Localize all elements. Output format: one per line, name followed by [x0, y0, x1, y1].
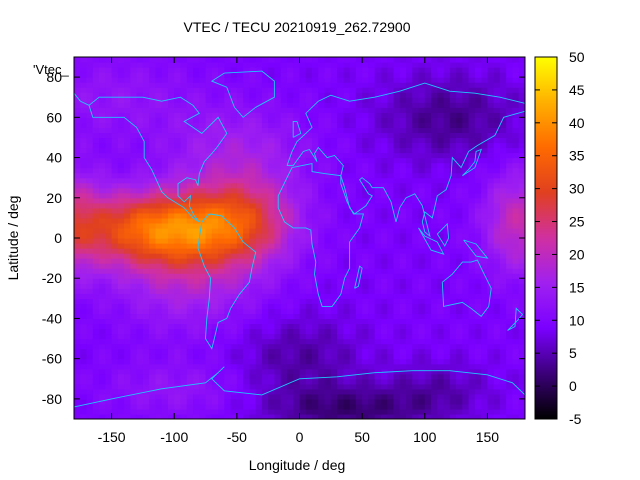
coastline-segment	[74, 366, 525, 408]
y-tick-label: -80	[42, 391, 62, 407]
x-tick-label: 50	[354, 429, 370, 445]
colorbar-tick-label: 20	[569, 246, 585, 262]
x-axis-label: Longitude / deg	[249, 457, 346, 473]
coastline-segment	[463, 239, 489, 259]
coastline-segment	[418, 227, 445, 255]
coastline-segment	[436, 222, 450, 247]
colorbar-tick-label: 35	[569, 148, 585, 164]
y-tick-label: -60	[42, 351, 62, 367]
coastline-segment	[287, 110, 525, 238]
y-tick-label: 0	[54, 230, 62, 246]
coastline-segment	[292, 120, 302, 138]
coastline-overlay	[74, 70, 525, 408]
chart-title: VTEC / TECU 20210919_262.72900	[183, 19, 410, 35]
y-tick-label: 40	[46, 150, 62, 166]
colorbar-tick-label: 40	[569, 115, 585, 131]
colorbar-tick-label: 15	[569, 279, 585, 295]
y-tick-label: 80	[46, 69, 62, 85]
coastline-segment	[441, 259, 492, 318]
coastline-segment	[210, 70, 275, 118]
x-tick-label: 150	[476, 429, 500, 445]
colorbar-tick-label: 45	[569, 82, 585, 98]
colorbar-tick-label: 30	[569, 181, 585, 197]
y-tick-label: 20	[46, 190, 62, 206]
colorbar-tick-label: 10	[569, 312, 585, 328]
coastline-segment	[286, 82, 525, 166]
y-tick-label: -40	[42, 310, 62, 326]
coastline-segment	[277, 163, 364, 307]
heatmap-layer	[74, 57, 525, 419]
colorbar-tick-label: -5	[569, 411, 582, 427]
coastline-segment	[507, 307, 524, 331]
colorbar-tick-label: 0	[569, 378, 577, 394]
colorbar-tick-label: 5	[569, 345, 577, 361]
coastline-segment	[462, 148, 482, 177]
y-axis: -80 -60 -40 -20 0 20 40 60 80	[42, 69, 525, 407]
x-tick-label: 100	[413, 429, 437, 445]
y-axis-label: Latitude / deg	[5, 196, 21, 281]
coastline-segment	[354, 265, 363, 289]
colorbar	[535, 57, 557, 419]
colorbar-frame	[534, 56, 558, 420]
y-tick-label: 60	[46, 109, 62, 125]
x-tick-label: -100	[160, 429, 188, 445]
legend-entry: 'Vtec_	[33, 62, 69, 77]
colorbar-tick-label: 50	[569, 49, 585, 65]
coastline-segment	[197, 213, 257, 350]
x-tick-label: 0	[296, 429, 304, 445]
x-tick-label: -50	[227, 429, 247, 445]
coastline-segment	[88, 96, 228, 223]
coastline-segment	[74, 92, 90, 106]
colorbar-tick-label: 25	[569, 214, 585, 230]
x-tick-label: -150	[98, 429, 126, 445]
y-tick-label: -20	[42, 270, 62, 286]
colorbar-ticks: -5 0 5 10 15 20 25 30 35 40 45 50	[535, 49, 585, 427]
x-axis: -150 -100 -50 0 50 100 150	[98, 57, 500, 445]
